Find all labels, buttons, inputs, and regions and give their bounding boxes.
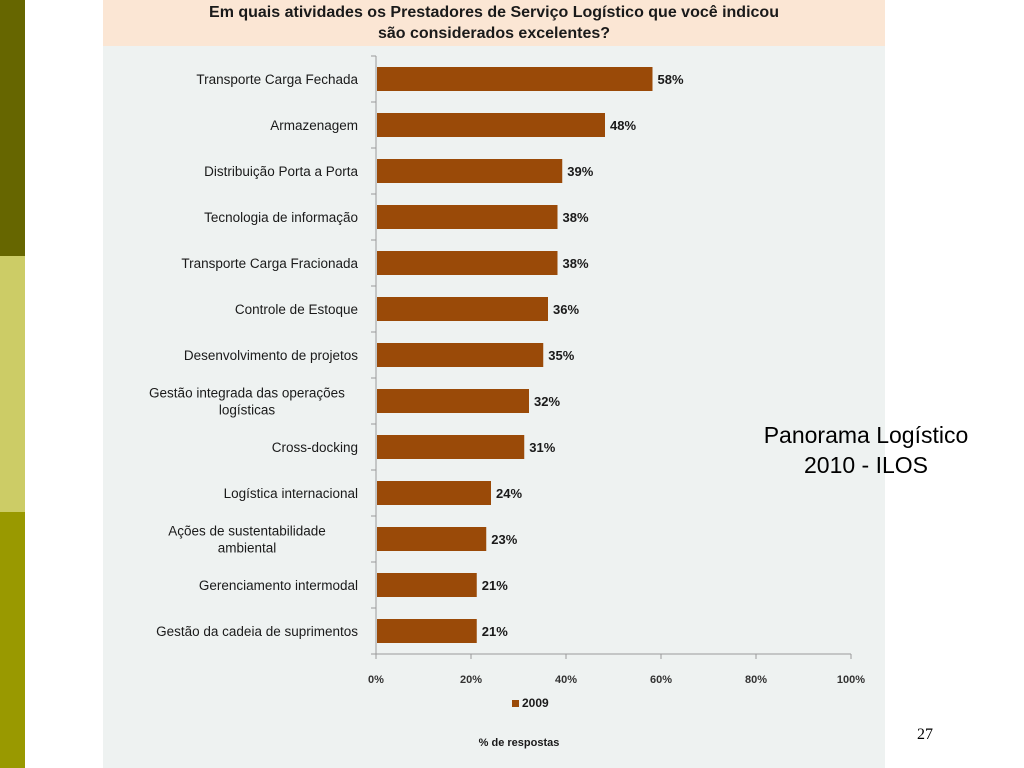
decorative-strip-top bbox=[0, 0, 25, 256]
bar bbox=[377, 619, 477, 643]
bar-value-label: 39% bbox=[567, 164, 593, 179]
bar bbox=[377, 435, 525, 459]
x-tick-label: 20% bbox=[460, 674, 482, 686]
caption-line-1: Panorama Logístico bbox=[763, 422, 969, 448]
bar bbox=[377, 573, 477, 597]
page-number: 27 bbox=[917, 726, 933, 743]
bar-value-label: 31% bbox=[529, 440, 555, 455]
bar bbox=[377, 251, 558, 275]
category-label: Logística internacional bbox=[224, 486, 358, 501]
bar-chart: 0% 20% 40% 60% 80% 100% 58% Transporte Carga Fe… bbox=[149, 55, 865, 749]
bar-value-label: 48% bbox=[610, 118, 636, 133]
category-label: Ações de sustentabilidade ambiental bbox=[168, 524, 326, 556]
bar-value-label: 38% bbox=[563, 256, 589, 271]
caption-line-2: 2010 - ILOS bbox=[803, 452, 929, 478]
x-tick-label: 80% bbox=[745, 674, 767, 686]
bar bbox=[377, 297, 548, 321]
bar bbox=[377, 481, 491, 505]
category-label: Gerenciamento intermodal bbox=[199, 578, 358, 593]
bar bbox=[377, 159, 563, 183]
chart-title: Em quais atividades os Prestadores de Se… bbox=[209, 4, 779, 42]
x-tick-label: 40% bbox=[555, 674, 577, 686]
category-label: Controle de Estoque bbox=[235, 302, 358, 317]
chart-title-box: Em quais atividades os Prestadores de Se… bbox=[103, 0, 885, 46]
x-tick-label: 0% bbox=[368, 674, 384, 686]
category-label: Cross-docking bbox=[272, 440, 358, 455]
bar-value-label: 24% bbox=[496, 486, 522, 501]
bar bbox=[377, 113, 605, 137]
category-label: Gestão da cadeia de suprimentos bbox=[156, 624, 358, 639]
bar bbox=[377, 389, 529, 413]
bar bbox=[377, 67, 653, 91]
bar-value-label: 21% bbox=[482, 624, 508, 639]
category-label: Tecnologia de informação bbox=[204, 210, 358, 225]
bar-value-label: 35% bbox=[548, 348, 574, 363]
x-tick-label: 60% bbox=[650, 674, 672, 686]
legend-label: 2009 bbox=[522, 696, 549, 710]
slide-caption: Panorama Logístico 2010 - ILOS bbox=[736, 420, 996, 480]
bar-value-label: 36% bbox=[553, 302, 579, 317]
category-label: Transporte Carga Fechada bbox=[196, 72, 358, 87]
bar-value-label: 58% bbox=[658, 72, 684, 87]
bar bbox=[377, 527, 487, 551]
legend-swatch bbox=[512, 700, 519, 707]
category-label: Armazenagem bbox=[270, 118, 358, 133]
bar-value-label: 38% bbox=[563, 210, 589, 225]
category-label: Distribuição Porta a Porta bbox=[204, 164, 358, 179]
category-label: Gestão integrada das operações logísticas bbox=[149, 386, 345, 418]
bar-value-label: 23% bbox=[491, 532, 517, 547]
bar-value-label: 32% bbox=[534, 394, 560, 409]
chart-panel: Em quais atividades os Prestadores de Se… bbox=[103, 0, 885, 768]
bar bbox=[377, 343, 544, 367]
decorative-strip-middle bbox=[0, 256, 25, 512]
category-label: Transporte Carga Fracionada bbox=[181, 256, 358, 271]
bar bbox=[377, 205, 558, 229]
x-tick-label: 100% bbox=[837, 674, 865, 686]
category-label: Desenvolvimento de projetos bbox=[184, 348, 358, 363]
bar-value-label: 21% bbox=[482, 578, 508, 593]
x-axis-title: % de respostas bbox=[479, 737, 560, 749]
decorative-strip-bottom bbox=[0, 512, 25, 768]
